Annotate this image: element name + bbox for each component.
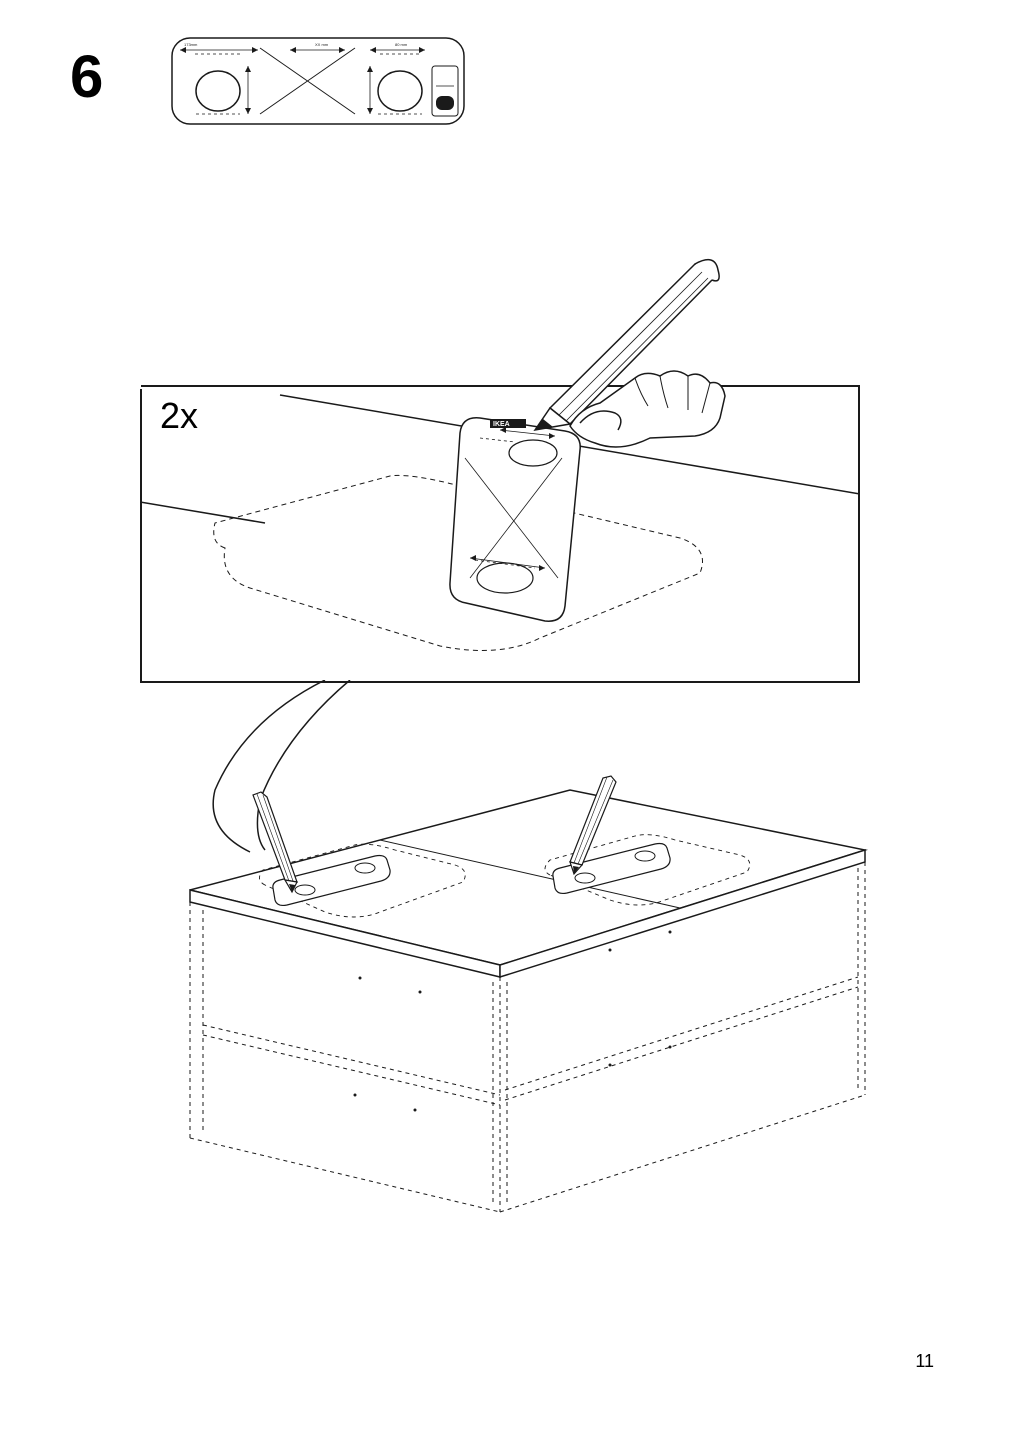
svg-text:IKEA: IKEA <box>493 421 510 428</box>
marking-detail-illustration: IKEA <box>140 258 860 683</box>
drill-template-icon: 173mm XX mm 80 mm <box>170 36 466 126</box>
cabinet-illustration <box>155 740 875 1230</box>
svg-text:80 mm: 80 mm <box>395 42 408 47</box>
repeat-count: 2x <box>160 395 198 437</box>
hand-with-pencil <box>535 260 725 447</box>
svg-text:173mm: 173mm <box>184 42 198 47</box>
instruction-page: 6 173mm <box>0 0 1012 1432</box>
step-number: 6 <box>70 42 103 111</box>
page-number: 11 <box>915 1351 934 1372</box>
svg-text:XX mm: XX mm <box>315 42 329 47</box>
